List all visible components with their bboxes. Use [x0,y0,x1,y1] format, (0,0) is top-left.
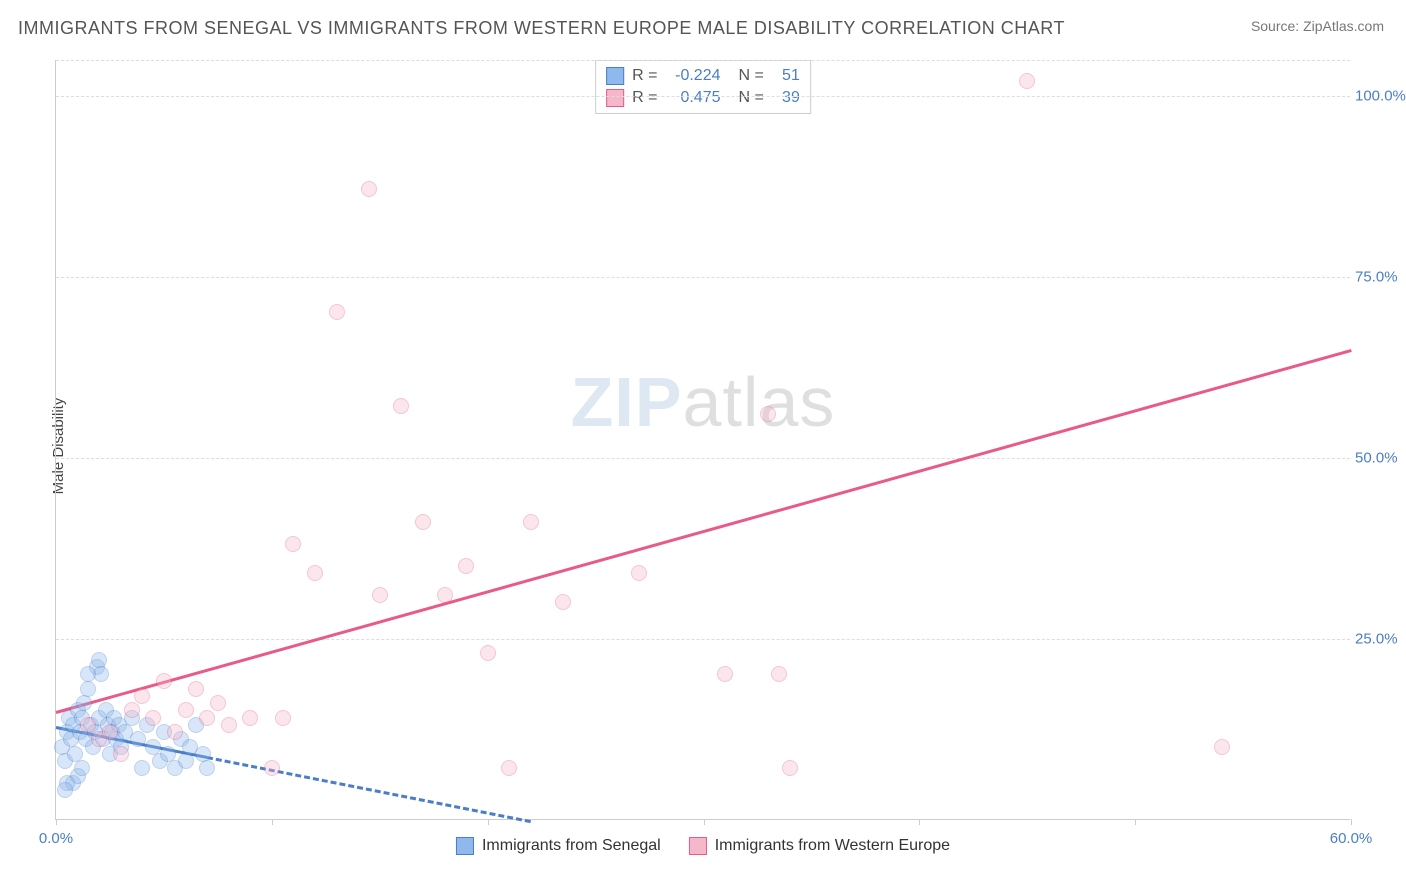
data-point [74,760,90,776]
legend-row: R = 0.475 N = 39 [606,87,800,109]
gridline [56,639,1350,640]
data-point [782,760,798,776]
data-point [221,717,237,733]
r-value: 0.475 [666,89,721,107]
data-point [80,681,96,697]
data-point [393,398,409,414]
legend-swatch [456,837,474,855]
data-point [199,710,215,726]
data-point [134,688,150,704]
source-attribution: Source: ZipAtlas.com [1251,18,1384,34]
data-point [437,587,453,603]
gridline [56,458,1350,459]
x-tick [704,819,705,825]
data-point [76,695,92,711]
legend-swatch [689,837,707,855]
x-tick [272,819,273,825]
legend-swatch [606,89,624,107]
data-point [415,514,431,530]
data-point [285,536,301,552]
data-point [275,710,291,726]
data-point [102,724,118,740]
watermark: ZIPatlas [571,362,836,442]
legend-label: Immigrants from Senegal [482,837,661,855]
trend-line [56,350,1352,715]
data-point [57,782,73,798]
data-point [458,558,474,574]
data-point [372,587,388,603]
y-tick-label: 100.0% [1355,88,1406,105]
series-legend: Immigrants from Senegal Immigrants from W… [456,837,950,855]
data-point [80,666,96,682]
x-tick-label: 60.0% [1330,830,1373,847]
data-point [113,746,129,762]
gridline [56,277,1350,278]
r-value: -0.224 [666,67,721,85]
x-tick [488,819,489,825]
n-value: 51 [772,67,800,85]
data-point [210,695,226,711]
scatter-chart: ZIPatlas R =-0.224N =51R =0.475N =39 Imm… [55,60,1350,820]
y-tick-label: 50.0% [1355,450,1406,467]
chart-title: IMMIGRANTS FROM SENEGAL VS IMMIGRANTS FR… [18,18,1065,39]
data-point [134,760,150,776]
y-tick-label: 25.0% [1355,631,1406,648]
watermark-zip: ZIP [571,363,683,441]
data-point [80,717,96,733]
x-tick [919,819,920,825]
data-point [199,760,215,776]
data-point [760,406,776,422]
x-tick [56,819,57,825]
data-point [361,181,377,197]
n-value: 39 [772,89,800,107]
data-point [188,681,204,697]
x-tick [1351,819,1352,825]
data-point [307,565,323,581]
n-label: N = [739,67,764,85]
data-point [1214,739,1230,755]
data-point [167,724,183,740]
data-point [717,666,733,682]
r-label: R = [632,89,657,107]
data-point [178,702,194,718]
data-point [264,760,280,776]
data-point [480,645,496,661]
trend-line [207,756,531,823]
watermark-atlas: atlas [683,363,836,441]
data-point [124,702,140,718]
n-label: N = [739,89,764,107]
gridline [56,96,1350,97]
x-tick [1135,819,1136,825]
data-point [178,753,194,769]
data-point [156,673,172,689]
legend-row: R = -0.224 N = 51 [606,65,800,87]
data-point [501,760,517,776]
data-point [771,666,787,682]
gridline [56,60,1350,61]
data-point [145,710,161,726]
data-point [242,710,258,726]
data-point [130,731,146,747]
data-point [91,652,107,668]
data-point [523,514,539,530]
data-point [555,594,571,610]
data-point [1019,73,1035,89]
data-point [329,304,345,320]
legend-label: Immigrants from Western Europe [715,837,950,855]
legend-item: Immigrants from Western Europe [689,837,950,855]
y-tick-label: 75.0% [1355,269,1406,286]
legend-swatch [606,67,624,85]
data-point [631,565,647,581]
r-label: R = [632,67,657,85]
x-tick-label: 0.0% [39,830,73,847]
legend-item: Immigrants from Senegal [456,837,661,855]
correlation-legend: R = -0.224 N = 51 R = 0.475 N = 39 [595,60,811,114]
